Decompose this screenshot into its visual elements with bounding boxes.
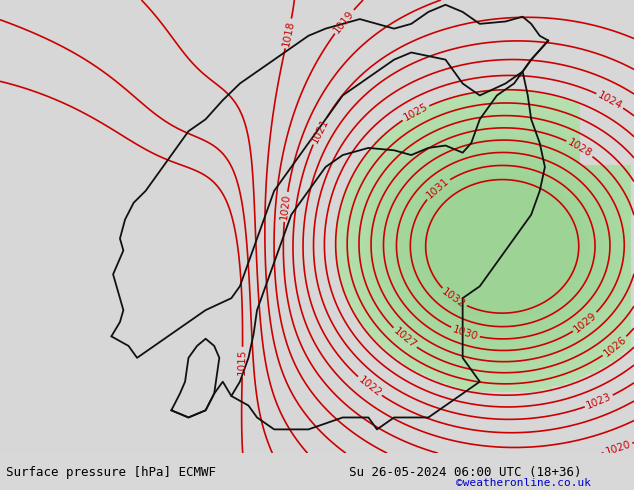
Text: Surface pressure [hPa] ECMWF: Surface pressure [hPa] ECMWF	[6, 466, 216, 479]
Text: 1031: 1031	[425, 176, 451, 201]
Text: 1032: 1032	[440, 286, 467, 310]
Text: ©weatheronline.co.uk: ©weatheronline.co.uk	[456, 478, 592, 488]
Text: 1030: 1030	[451, 324, 479, 342]
Text: 1025: 1025	[402, 102, 430, 123]
Text: 1022: 1022	[356, 374, 383, 398]
Text: 1021: 1021	[309, 117, 330, 145]
Text: 1029: 1029	[572, 310, 598, 335]
Text: 1019: 1019	[332, 8, 356, 35]
Text: 1026: 1026	[602, 334, 628, 359]
Text: 1027: 1027	[391, 326, 418, 350]
Text: 1018: 1018	[281, 20, 296, 48]
Text: 1020: 1020	[604, 440, 632, 457]
Text: 1028: 1028	[566, 137, 593, 159]
Text: 1024: 1024	[596, 90, 624, 111]
Text: 1020: 1020	[279, 193, 292, 220]
Text: 1015: 1015	[237, 349, 247, 375]
Text: Su 26-05-2024 06:00 UTC (18+36): Su 26-05-2024 06:00 UTC (18+36)	[349, 466, 581, 479]
Text: 1023: 1023	[585, 392, 613, 411]
